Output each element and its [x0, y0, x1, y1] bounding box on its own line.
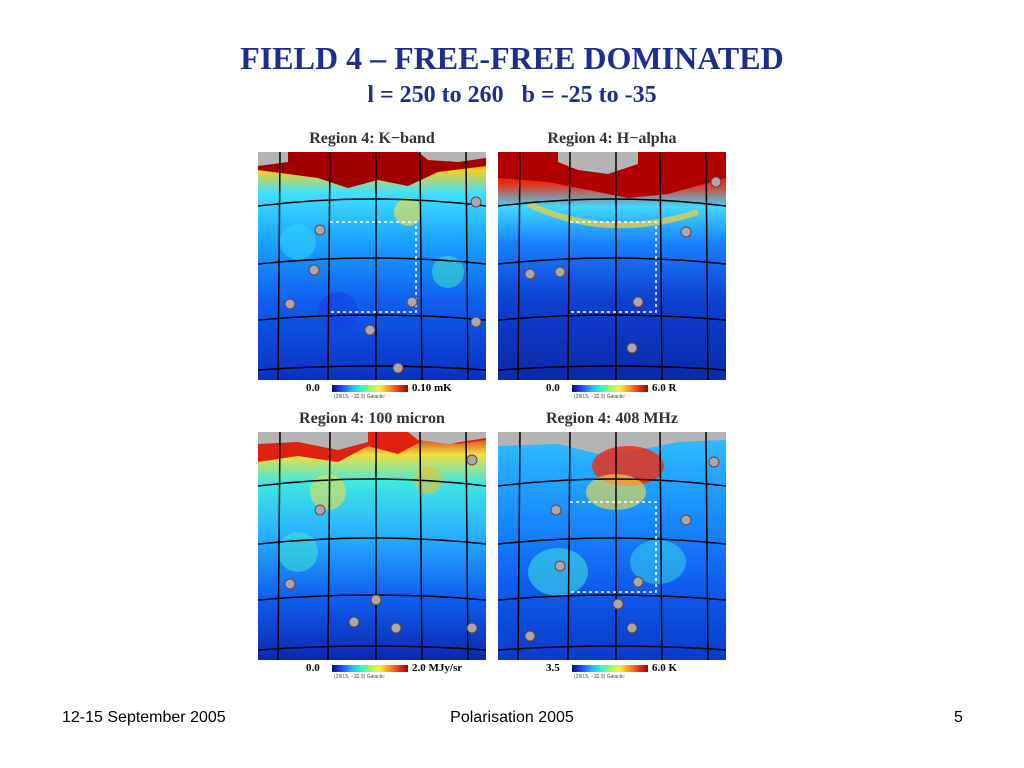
slide-number: 5	[954, 709, 963, 726]
colorbar-gradient	[572, 665, 648, 672]
colorbar-gradient	[332, 665, 408, 672]
panel-title: Region 4: K−band	[309, 130, 435, 147]
footer-conference: Polarisation 2005	[450, 709, 574, 726]
colorbar: 3.5 6.0 K (260.5, −32.5) Galactic	[494, 662, 730, 684]
colorbar-max: 0.10 mK	[412, 382, 452, 394]
colorbar-min: 0.0	[546, 382, 560, 394]
panel-title: Region 4: 100 micron	[299, 410, 445, 427]
panel-408-mhz: Region 4: 408 MHz	[494, 410, 730, 680]
colorbar-gradient	[572, 385, 648, 392]
sky-map-h-alpha	[498, 152, 726, 380]
colorbar-caption: (260.5, −32.5) Galactic	[574, 394, 625, 400]
colorbar-max: 2.0 MJy/sr	[412, 662, 463, 674]
footer-date: 12-15 September 2005	[62, 709, 226, 726]
colorbar-max: 6.0 K	[652, 662, 678, 674]
colorbar-gradient	[332, 385, 408, 392]
panel-k-band: Region 4: K−band	[254, 130, 490, 400]
colorbar-min: 3.5	[546, 662, 560, 674]
sky-map-408-mhz	[498, 432, 726, 660]
slide-subtitle: l = 250 to 260 b = -25 to -35	[367, 82, 657, 108]
colorbar-max: 6.0 R	[652, 382, 677, 394]
colorbar-caption: (260.5, −32.5) Galactic	[334, 674, 385, 680]
sky-map-100-micron	[258, 432, 486, 660]
panel-h-alpha: Region 4: H−alpha	[494, 130, 730, 400]
colorbar-min: 0.0	[306, 662, 320, 674]
colorbar-min: 0.0	[306, 382, 320, 394]
colorbar-caption: (260.5, −32.5) Galactic	[334, 394, 385, 400]
panel-title: Region 4: H−alpha	[547, 130, 677, 147]
sky-map-k-band	[258, 152, 486, 380]
slide-title: FIELD 4 – FREE-FREE DOMINATED	[240, 40, 784, 76]
colorbar: 0.0 0.10 mK (260.5, −32.5) Galactic	[254, 382, 490, 404]
colorbar: 0.0 6.0 R (260.5, −32.5) Galactic	[494, 382, 730, 404]
panel-100-micron: Region 4: 100 micron	[254, 410, 490, 680]
colorbar: 0.0 2.0 MJy/sr (260.5, −32.5) Galactic	[254, 662, 490, 684]
colorbar-caption: (260.5, −32.5) Galactic	[574, 674, 625, 680]
panel-title: Region 4: 408 MHz	[546, 410, 678, 427]
